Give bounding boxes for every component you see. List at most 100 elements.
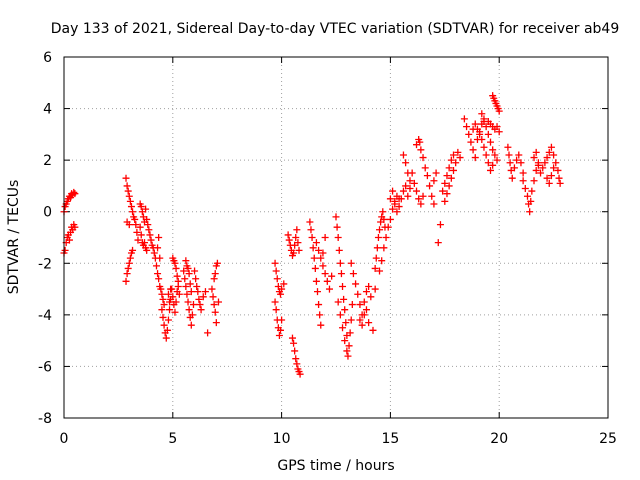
data-point: [154, 270, 162, 278]
data-point: [506, 159, 514, 167]
data-point: [160, 321, 168, 329]
data-point: [65, 236, 73, 244]
data-point: [478, 110, 486, 118]
data-point: [211, 308, 219, 316]
data-point: [124, 187, 132, 195]
data-point: [373, 244, 381, 252]
data-point: [463, 123, 471, 131]
data-point: [441, 179, 449, 187]
data-point: [541, 159, 549, 167]
data-point: [452, 159, 460, 167]
data-point: [348, 301, 356, 309]
data-point: [172, 264, 180, 272]
data-point: [152, 262, 160, 270]
data-point: [147, 236, 155, 244]
data-point: [545, 148, 553, 156]
y-tick-label: 2: [43, 153, 52, 169]
data-point: [123, 182, 131, 190]
data-point: [426, 182, 434, 190]
data-point: [347, 316, 355, 324]
data-point: [169, 293, 177, 301]
data-point: [284, 231, 292, 239]
data-point: [447, 174, 455, 182]
data-point: [415, 195, 423, 203]
data-point: [352, 280, 360, 288]
data-point: [288, 334, 296, 342]
data-point: [312, 277, 320, 285]
data-point: [510, 164, 518, 172]
data-point: [123, 270, 131, 278]
data-point: [212, 319, 220, 327]
data-point: [517, 159, 525, 167]
data-point: [162, 334, 170, 342]
data-point: [358, 321, 366, 329]
data-point: [308, 234, 316, 241]
x-tick-label: 0: [60, 431, 69, 447]
data-point: [413, 187, 421, 195]
data-point: [125, 259, 133, 267]
data-point: [389, 205, 397, 213]
data-point: [341, 306, 349, 314]
data-point: [160, 301, 168, 309]
data-point: [155, 234, 163, 241]
data-point: [159, 295, 167, 303]
data-point: [384, 223, 392, 231]
data-point: [486, 166, 494, 174]
data-point: [192, 275, 200, 283]
data-point: [272, 306, 280, 314]
data-point: [550, 151, 558, 159]
data-point: [471, 120, 479, 128]
x-tick-label: 25: [599, 431, 617, 447]
data-point: [131, 215, 139, 223]
y-tick-label: 6: [43, 50, 52, 66]
data-point: [317, 254, 325, 262]
data-point: [333, 223, 341, 231]
data-point: [436, 221, 444, 229]
data-point: [372, 254, 380, 262]
data-point: [71, 190, 79, 198]
data-point: [402, 182, 410, 190]
data-point: [430, 177, 438, 185]
data-point: [484, 130, 492, 138]
data-point: [315, 246, 323, 254]
data-point: [526, 208, 534, 216]
data-point: [275, 331, 283, 339]
data-point: [480, 143, 488, 151]
data-point: [419, 154, 427, 162]
data-point: [210, 275, 218, 283]
data-point: [319, 249, 327, 257]
data-point: [321, 234, 329, 241]
data-point: [314, 288, 322, 296]
data-point: [307, 226, 315, 234]
data-point: [132, 221, 140, 229]
data-point: [391, 200, 399, 208]
data-point: [214, 298, 222, 306]
data-point: [493, 123, 501, 131]
data-point: [323, 277, 331, 285]
data-point: [171, 308, 179, 316]
data-point: [362, 306, 370, 314]
y-tick-label: -6: [38, 359, 52, 375]
data-point: [547, 172, 555, 180]
chart-title: Day 133 of 2021, Sidereal Day-to-day VTE…: [51, 21, 620, 37]
data-point: [172, 298, 180, 306]
data-point: [402, 159, 410, 167]
data-point: [430, 200, 438, 208]
data-point: [386, 195, 394, 203]
data-point: [399, 187, 407, 195]
data-point: [339, 324, 347, 332]
data-point: [124, 264, 132, 272]
data-point: [532, 148, 540, 156]
data-point: [186, 280, 194, 288]
data-point: [406, 185, 414, 193]
data-point: [519, 177, 527, 185]
data-point: [421, 164, 429, 172]
data-point: [334, 234, 342, 241]
data-point: [460, 115, 468, 123]
data-point: [404, 192, 412, 200]
data-point: [271, 259, 279, 267]
data-point: [311, 264, 319, 272]
data-point: [486, 138, 494, 146]
data-point: [416, 138, 424, 146]
